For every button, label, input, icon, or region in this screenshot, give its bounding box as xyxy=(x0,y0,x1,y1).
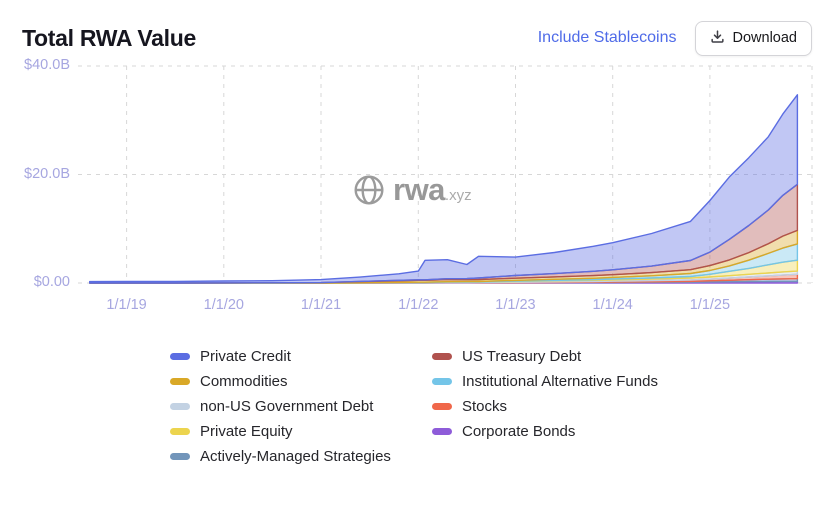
legend-item[interactable]: Corporate Bonds xyxy=(432,422,658,440)
page-title: Total RWA Value xyxy=(22,24,196,51)
x-axis-tick: 1/1/19 xyxy=(106,297,147,313)
legend-label: US Treasury Debt xyxy=(462,347,582,365)
legend-swatch xyxy=(170,452,190,460)
chart-legend: Private Credit US Treasury Debt Commoditie… xyxy=(170,347,658,465)
y-axis-tick: $0.00 xyxy=(33,274,70,290)
x-axis-tick: 1/1/20 xyxy=(203,297,244,313)
legend-item[interactable]: Private Credit xyxy=(170,347,432,365)
download-button[interactable]: Download xyxy=(694,20,812,56)
rwa-xyz-watermark: rwa .xyz xyxy=(352,172,472,208)
include-stablecoins-toggle[interactable]: Include Stablecoins xyxy=(537,29,677,46)
legend-label: Corporate Bonds xyxy=(462,422,576,440)
x-axis-tick: 1/1/23 xyxy=(495,297,536,313)
download-button-label: Download xyxy=(732,30,798,46)
legend-item[interactable]: Commodities xyxy=(170,372,432,390)
legend-label: Institutional Alternative Funds xyxy=(462,372,658,390)
legend-swatch xyxy=(170,402,190,410)
legend-item[interactable]: US Treasury Debt xyxy=(432,347,658,365)
legend-item[interactable]: Stocks xyxy=(432,397,658,415)
header-actions: Include Stablecoins Download xyxy=(537,20,812,56)
x-axis-tick: 1/1/22 xyxy=(398,297,439,313)
stacked-area-plot[interactable] xyxy=(0,0,828,330)
y-axis-tick: $40.0B xyxy=(24,57,70,73)
globe-icon xyxy=(352,173,386,207)
legend-swatch xyxy=(432,377,452,385)
legend-label: non-US Government Debt xyxy=(200,397,374,415)
legend-swatch xyxy=(170,377,190,385)
legend-swatch xyxy=(432,427,452,435)
legend-label: Private Equity xyxy=(200,422,293,440)
legend-swatch xyxy=(170,352,190,360)
legend-label: Private Credit xyxy=(200,347,291,365)
download-icon xyxy=(710,29,725,48)
y-axis-tick: $20.0B xyxy=(24,165,70,182)
chart-header: Total RWA Value Include Stablecoins Down… xyxy=(0,0,828,58)
legend-label: Stocks xyxy=(462,397,508,415)
legend-swatch xyxy=(432,402,452,410)
x-axis-tick: 1/1/21 xyxy=(300,297,342,313)
legend-item[interactable]: Actively-Managed Strategies xyxy=(170,447,432,465)
legend-item[interactable]: Private Equity xyxy=(170,422,432,440)
legend-swatch xyxy=(170,427,190,435)
x-axis-tick: 1/1/25 xyxy=(689,297,731,313)
legend-label: Commodities xyxy=(200,372,288,390)
watermark-brand: rwa xyxy=(393,172,445,207)
legend-swatch xyxy=(432,352,452,360)
x-axis-tick: 1/1/24 xyxy=(592,297,633,313)
watermark-suffix: .xyz xyxy=(444,186,472,204)
legend-item[interactable]: Institutional Alternative Funds xyxy=(432,372,658,390)
legend-item[interactable]: non-US Government Debt xyxy=(170,397,432,415)
legend-label: Actively-Managed Strategies xyxy=(200,447,391,465)
